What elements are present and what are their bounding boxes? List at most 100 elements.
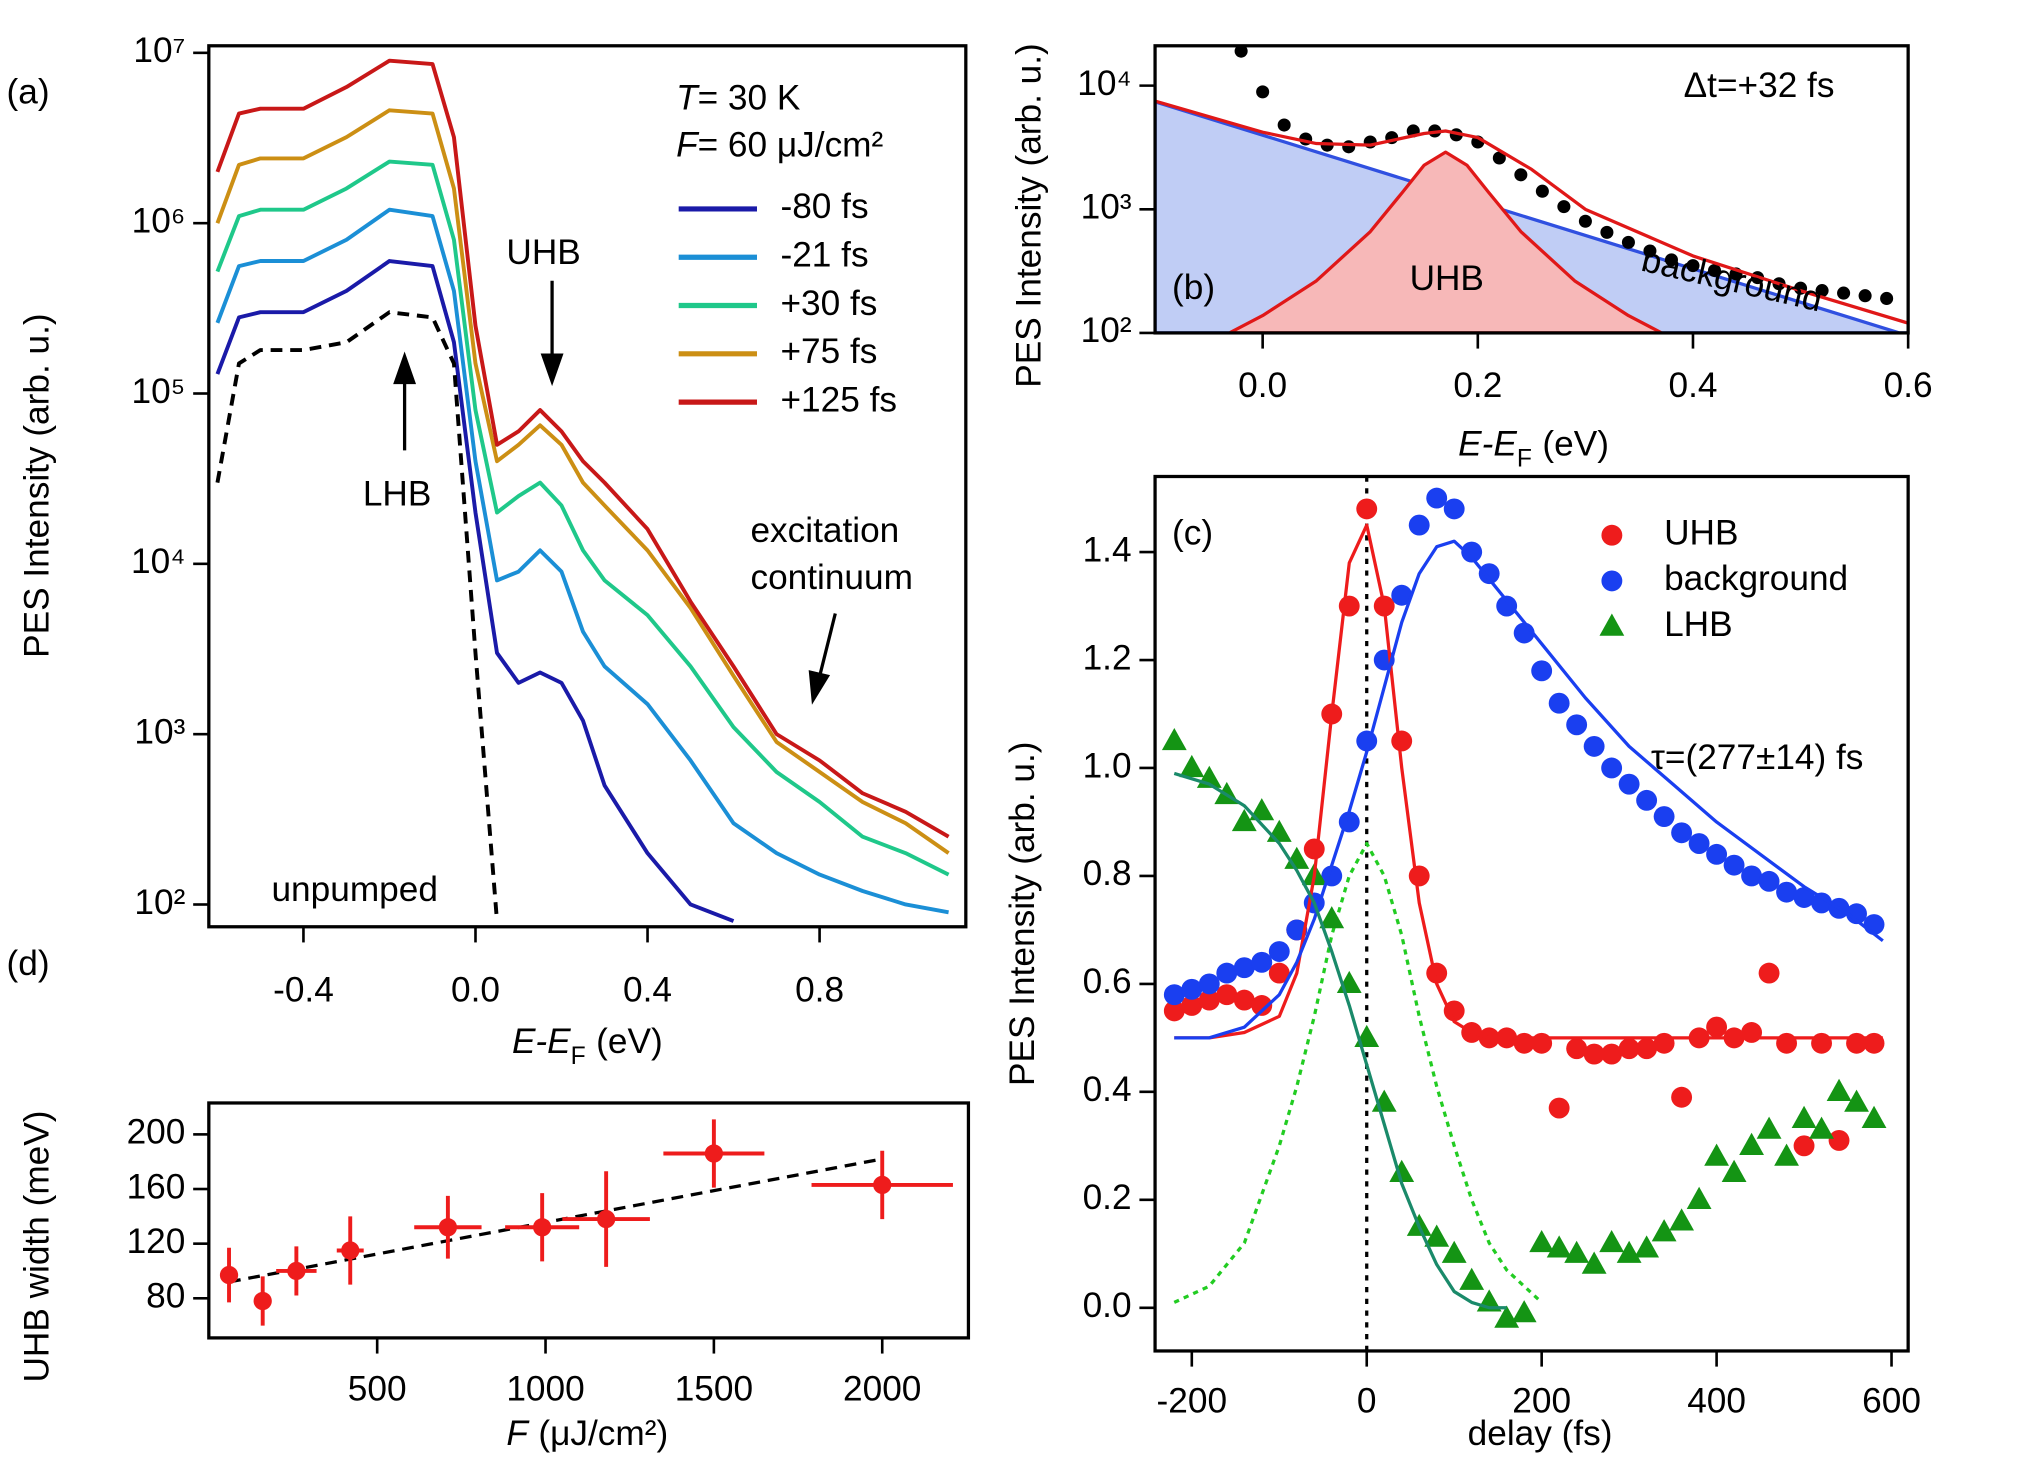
circle-marker [1601,1043,1623,1065]
annotation: LHB [363,474,432,513]
triangle-marker [1231,808,1257,832]
y-tick-label: 10⁷ [133,31,185,70]
circle-marker [1566,1038,1588,1060]
circle-marker [1671,1086,1693,1108]
circle-marker [1671,822,1693,844]
circle-marker [1548,692,1570,714]
legend-label: UHB [1664,514,1738,553]
x-axis-label: delay (fs) [1468,1414,1613,1453]
circle-marker [1578,214,1592,228]
circle-marker [1514,168,1528,182]
circle-marker [1566,714,1588,736]
annotation: unpumped [271,870,437,909]
legend-label: +75 fs [780,332,877,371]
circle-marker [1391,730,1413,752]
curve [215,108,950,855]
triangle-marker [1861,1105,1887,1128]
triangle-marker [1826,1078,1852,1101]
triangle-marker [1599,1229,1625,1253]
y-tick-label: 10² [134,883,185,922]
circle-marker [1793,887,1815,908]
circle-marker [1163,1000,1185,1022]
y-tick-label: 10³ [1081,188,1132,227]
circle-marker [704,1144,724,1163]
circle-marker [1408,865,1430,887]
circle-marker [1531,660,1553,682]
circle-marker [1664,253,1678,267]
circle-marker [341,1241,360,1260]
x-tick-label: 400 [1687,1381,1746,1420]
text-part: = 60 μJ/cm² [698,126,884,165]
curve [1174,539,1884,1040]
circle-marker [1478,563,1500,585]
circle-marker [1776,1032,1798,1054]
x-tick-label: 0 [1357,1381,1377,1420]
circle-marker [1198,989,1220,1011]
plot-area [219,1119,953,1326]
curve [215,58,950,839]
circle-marker [1741,1022,1763,1043]
annotation: UHB [506,233,580,272]
curve [1155,99,1909,325]
circle-marker [1600,225,1614,239]
x-tick-label: 0.2 [1453,366,1502,405]
circle-marker [1828,1129,1850,1151]
circle-marker [1181,978,1203,1000]
y-tick-label: 120 [127,1222,186,1261]
circle-marker [1216,962,1238,984]
circle-marker [1811,1032,1832,1054]
triangle-marker [1179,754,1205,778]
text-part: F [506,1414,530,1453]
y-tick-label: 1.0 [1083,746,1132,785]
rich-text: T= 30 K [676,79,801,118]
circle-marker [1535,184,1549,198]
circle-marker [1758,962,1780,984]
triangle-marker [1651,1219,1677,1242]
circle-marker [1233,989,1255,1011]
circle-marker [1815,284,1829,298]
text-part: F [676,126,700,165]
rich-text: F (μJ/cm²) [506,1414,668,1453]
x-tick-label: 1500 [675,1370,753,1409]
text-part: (eV) [596,1023,663,1062]
circle-marker [1426,962,1448,984]
circle-marker [1846,903,1867,925]
curve [1173,841,1543,1304]
triangle-marker [1704,1143,1729,1166]
x-tick-label: 0.4 [623,970,672,1009]
circle-marker [1181,995,1203,1016]
circle-marker [1233,957,1255,979]
y-axis-label: PES Intensity (arb. u.) [1009,43,1048,388]
y-tick-label: 10² [1081,311,1132,350]
circle-marker [1531,1032,1553,1054]
triangle-marker [1529,1229,1555,1253]
circle-marker [1277,118,1291,132]
y-tick-label: 1.4 [1083,530,1132,569]
annotation: continuum [750,558,913,597]
text-part: = 30 K [698,79,801,118]
rich-text: F= 60 μJ/cm² [676,126,883,165]
circle-marker [1251,951,1273,973]
circle-marker [1643,244,1657,258]
circle-marker [1863,1032,1885,1054]
annotation: τ=(277±14) fs [1651,738,1863,777]
y-axis-label: UHB width (meV) [17,1111,56,1383]
circle-marker [1583,1043,1605,1065]
circle-marker [1688,833,1710,854]
circle-marker [1548,1097,1570,1119]
curve [215,159,950,877]
circle-marker [597,1209,616,1229]
curve [228,1157,883,1284]
arrows [393,280,837,705]
y-axis-label: PES Intensity (arb. u.) [17,313,56,658]
y-tick-label: 0.0 [1083,1286,1132,1325]
circle-marker [1342,140,1356,154]
triangle-marker [1686,1186,1712,1209]
circle-marker [1776,881,1798,903]
y-tick-label: 0.8 [1083,854,1132,893]
rich-text: E-EF (eV) [512,1023,663,1071]
frame [207,1101,971,1340]
x-tick-label: 0.6 [1884,366,1933,405]
x-tick-label: 0.4 [1668,366,1717,405]
